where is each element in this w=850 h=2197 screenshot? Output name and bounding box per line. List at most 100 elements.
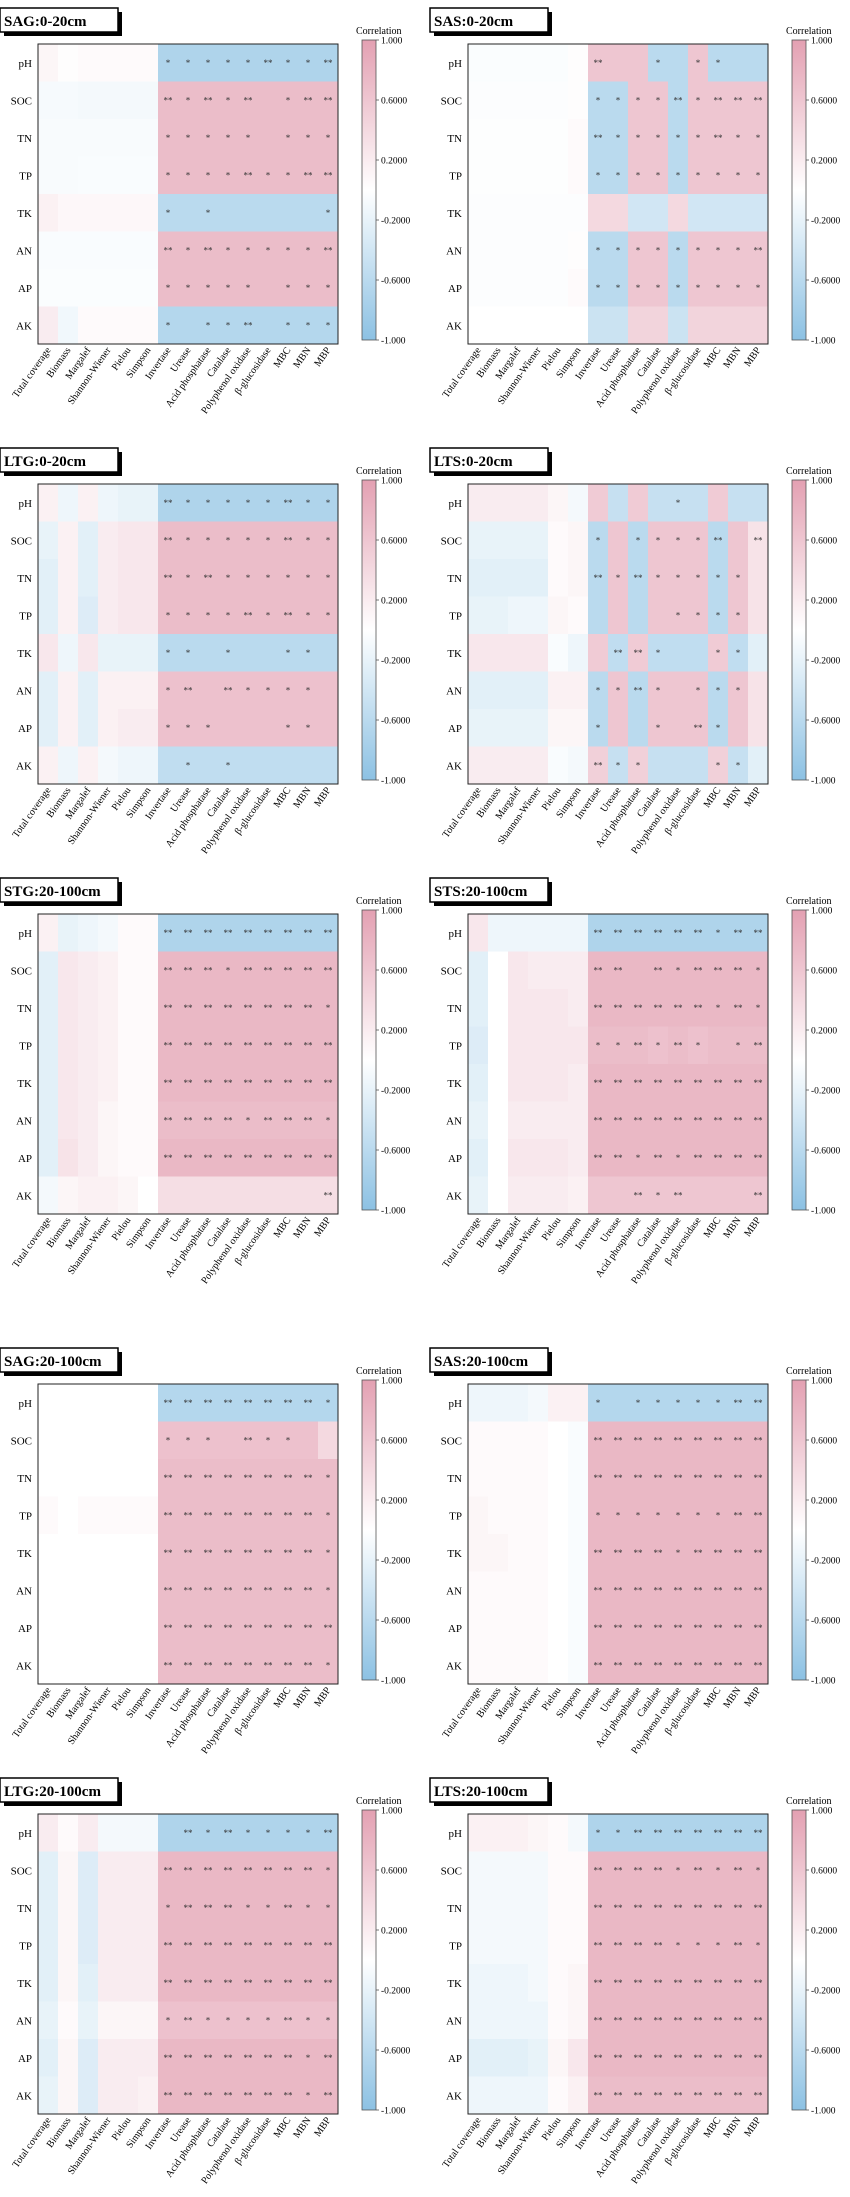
significance-marker: ** [754, 1903, 764, 1913]
heatmap-cell [38, 194, 59, 232]
significance-marker: ** [184, 1153, 194, 1163]
heatmap-cell [258, 44, 279, 82]
heatmap-cell [708, 709, 729, 747]
colorbar-tick-label: 0.2000 [381, 597, 407, 607]
heatmap-cell [728, 709, 749, 747]
significance-marker: * [636, 95, 641, 105]
heatmap-cell [568, 1101, 589, 1140]
heatmap-cell [158, 914, 179, 952]
heatmap-cell [648, 269, 669, 307]
heatmap-cell [318, 709, 339, 747]
significance-marker: ** [204, 2053, 214, 2063]
heatmap-cell [258, 521, 279, 560]
significance-marker: ** [204, 1903, 214, 1913]
significance-marker: ** [614, 1115, 624, 1125]
significance-marker: ** [204, 965, 214, 975]
heatmap-cell [548, 1384, 569, 1422]
significance-marker: ** [324, 2053, 334, 2063]
colorbar [791, 479, 807, 781]
significance-marker: * [676, 245, 681, 255]
heatmap-cell [608, 1176, 629, 1215]
heatmap-frame [467, 1383, 769, 1685]
colorbar [791, 1809, 807, 2111]
significance-marker: ** [734, 1435, 744, 1445]
heatmap-cell [98, 2001, 119, 2040]
significance-marker: ** [634, 1548, 644, 1558]
heatmap-cell [608, 951, 629, 990]
significance-marker: * [676, 1153, 681, 1163]
significance-marker: ** [164, 928, 174, 938]
heatmap-cell [488, 671, 509, 710]
heatmap-cell [488, 1926, 509, 1965]
row-label: TN [17, 1003, 32, 1015]
heatmap-cell [198, 914, 219, 952]
significance-marker: ** [754, 1153, 764, 1163]
colorbar [791, 1379, 807, 1681]
heatmap-cell [468, 231, 489, 270]
heatmap-cell [568, 914, 589, 952]
significance-marker: * [716, 58, 721, 68]
colorbar-tick-label: -0.2000 [381, 217, 411, 227]
heatmap-cell [508, 194, 529, 232]
heatmap-cell [238, 1609, 259, 1647]
significance-marker: ** [284, 1903, 294, 1913]
significance-marker: ** [714, 535, 724, 545]
heatmap-cell [708, 1571, 729, 1610]
significance-marker: * [266, 2015, 271, 2025]
column-label: MBN [291, 2115, 313, 2140]
significance-marker: * [596, 1828, 601, 1838]
heatmap-cell [238, 559, 259, 597]
significance-marker: ** [594, 1078, 604, 1088]
heatmap-cell [668, 1851, 689, 1890]
heatmap-cell [318, 634, 339, 672]
heatmap-cell [748, 1851, 769, 1890]
significance-marker: ** [634, 1078, 644, 1088]
heatmap-cell [548, 634, 569, 672]
significance-marker: * [226, 283, 231, 293]
significance-marker: ** [164, 1978, 174, 1988]
significance-marker: ** [654, 1473, 664, 1483]
heatmap-cell [58, 634, 79, 672]
heatmap-cell [258, 231, 279, 270]
heatmap-cell [158, 1064, 179, 1102]
colorbar-tick-label: -1.000 [381, 1677, 406, 1687]
significance-marker: ** [634, 1940, 644, 1950]
heatmap-cell [748, 306, 769, 345]
significance-marker: ** [734, 1473, 744, 1483]
heatmap-cell [58, 306, 79, 345]
heatmap-cell [548, 1609, 569, 1647]
heatmap-cell [98, 156, 119, 195]
heatmap-cell [688, 2076, 709, 2115]
heatmap-cell [278, 1026, 299, 1065]
significance-marker: * [326, 2015, 331, 2025]
heatmap-cell [748, 1139, 769, 1177]
significance-marker: * [306, 573, 311, 583]
significance-marker: ** [244, 1435, 254, 1445]
heatmap-cell [198, 1609, 219, 1647]
significance-marker: ** [184, 1078, 194, 1088]
column-label: MBP [742, 1215, 763, 1239]
significance-marker: * [266, 170, 271, 180]
significance-marker: ** [734, 1903, 744, 1913]
heatmap-cell [138, 559, 159, 597]
significance-marker: ** [264, 1115, 274, 1125]
colorbar-title: Correlation [356, 896, 402, 907]
heatmap-cell [38, 1964, 59, 2002]
colorbar-legend: Correlation1.0000.60000.2000-0.2000-0.60… [356, 1366, 411, 1687]
heatmap-cell [748, 156, 769, 195]
heatmap-cell [728, 156, 749, 195]
heatmap-cell [728, 44, 749, 82]
significance-marker: ** [614, 1940, 624, 1950]
heatmap-cell [178, 1421, 199, 1460]
heatmap-cell [528, 1176, 549, 1215]
significance-marker: ** [714, 1978, 724, 1988]
heatmap-cell [628, 1026, 649, 1065]
heatmap-cell [78, 1101, 99, 1140]
heatmap-cells: ****************************************… [38, 1384, 339, 1685]
heatmap-cell [78, 306, 99, 345]
heatmap-cell [38, 951, 59, 990]
heatmap-cell [648, 1926, 669, 1965]
heatmap-cell [58, 231, 79, 270]
row-label: TP [19, 1040, 32, 1052]
heatmap-cell [708, 989, 729, 1027]
